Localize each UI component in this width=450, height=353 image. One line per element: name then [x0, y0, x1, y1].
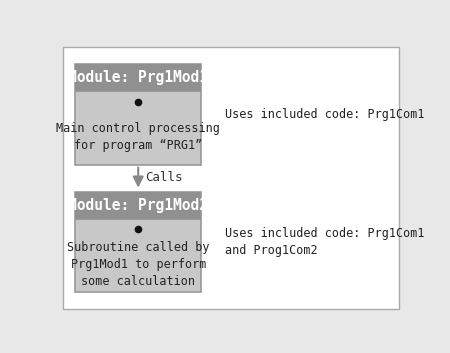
Text: Main control processing
for program “PRG1”: Main control processing for program “PRG…	[56, 122, 220, 152]
Bar	[76, 64, 201, 164]
Text: Module: Prg1Mod1: Module: Prg1Mod1	[68, 70, 208, 85]
Text: Module: Prg1Mod2: Module: Prg1Mod2	[68, 198, 208, 213]
Text: Subroutine called by
Prg1Mod1 to perform
some calculation: Subroutine called by Prg1Mod1 to perform…	[67, 241, 209, 288]
Text: Uses included code: Prg1Com1
and Prog1Com2: Uses included code: Prg1Com1 and Prog1Co…	[225, 227, 425, 257]
Text: Calls: Calls	[145, 171, 183, 184]
Text: Uses included code: Prg1Com1: Uses included code: Prg1Com1	[225, 108, 425, 121]
Bar	[76, 192, 201, 292]
Bar	[76, 64, 201, 91]
Bar	[76, 192, 201, 219]
